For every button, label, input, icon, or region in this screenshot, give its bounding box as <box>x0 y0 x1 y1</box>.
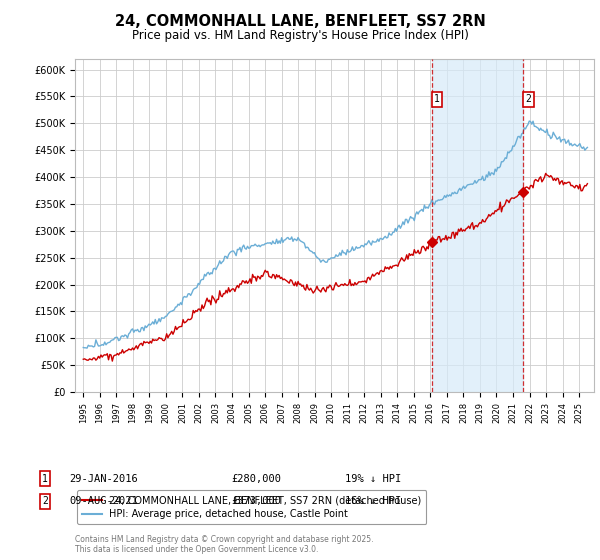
Text: 29-JAN-2016: 29-JAN-2016 <box>69 474 138 484</box>
Text: £373,000: £373,000 <box>231 496 281 506</box>
Legend: 24, COMMONHALL LANE, BENFLEET, SS7 2RN (detached house), HPI: Average price, det: 24, COMMONHALL LANE, BENFLEET, SS7 2RN (… <box>77 490 427 524</box>
Text: Price paid vs. HM Land Registry's House Price Index (HPI): Price paid vs. HM Land Registry's House … <box>131 29 469 42</box>
Text: 24, COMMONHALL LANE, BENFLEET, SS7 2RN: 24, COMMONHALL LANE, BENFLEET, SS7 2RN <box>115 14 485 29</box>
Bar <box>431 59 523 392</box>
Text: £280,000: £280,000 <box>231 474 281 484</box>
Text: 1: 1 <box>434 94 440 104</box>
Text: 2: 2 <box>526 94 532 104</box>
Text: 19% ↓ HPI: 19% ↓ HPI <box>345 474 401 484</box>
Text: 16% ↓ HPI: 16% ↓ HPI <box>345 496 401 506</box>
Text: 09-AUG-2021: 09-AUG-2021 <box>69 496 138 506</box>
Text: 1: 1 <box>42 474 48 484</box>
Text: 2: 2 <box>42 496 48 506</box>
Text: Contains HM Land Registry data © Crown copyright and database right 2025.
This d: Contains HM Land Registry data © Crown c… <box>75 535 373 554</box>
